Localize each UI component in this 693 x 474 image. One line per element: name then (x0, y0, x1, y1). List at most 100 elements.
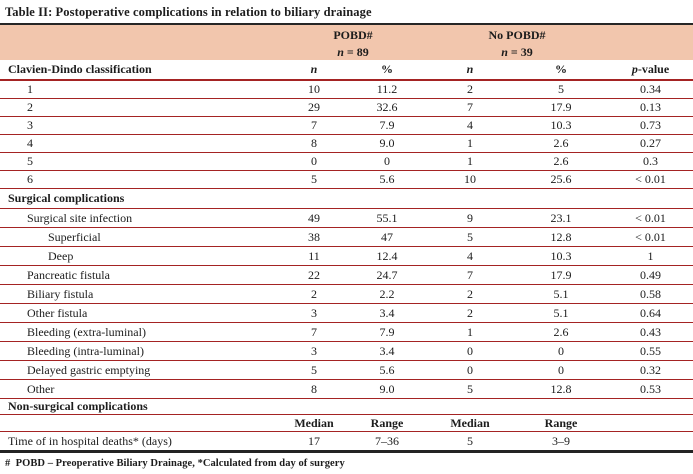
cell-range-pobd: 7–36 (348, 431, 426, 453)
table-row: 6 5 5.6 10 25.6 < 0.01 (0, 170, 693, 189)
cell-pvalue: 0.27 (608, 134, 693, 153)
row-label: 3 (0, 116, 280, 135)
cell-range-nopobd: 3–9 (514, 431, 608, 453)
cell-n-nopobd: 1 (426, 134, 514, 153)
cell-n-nopobd: 4 (426, 116, 514, 135)
group-nopobd-n: n = 39 (426, 44, 608, 60)
cell-pct-pobd: 0 (348, 152, 426, 171)
cell-n-pobd: 5 (280, 360, 348, 380)
row-label: Deep (0, 246, 280, 266)
row-label: Biliary fistula (0, 284, 280, 304)
cell-n-pobd: 22 (280, 265, 348, 285)
n-value: = 89 (343, 44, 369, 59)
cell-pct-pobd: 5.6 (348, 360, 426, 380)
cell-pvalue: 0.49 (608, 265, 693, 285)
p-value-text: -value (637, 62, 670, 76)
table-row: Deep 11 12.4 4 10.3 1 (0, 246, 693, 266)
cell-pct-pobd: 2.2 (348, 284, 426, 304)
cell-n-nopobd: 2 (426, 284, 514, 304)
cell-pct-nopobd: 5 (514, 80, 608, 99)
cell-n-nopobd: 9 (426, 208, 514, 228)
row-label: 4 (0, 134, 280, 153)
cell-pvalue: 0.73 (608, 116, 693, 135)
cell-pvalue: 0.13 (608, 98, 693, 117)
cell-n-nopobd: 7 (426, 265, 514, 285)
cell-pvalue: < 0.01 (608, 208, 693, 228)
table-footnote: # POBD – Preoperative Biliary Drainage, … (5, 458, 345, 469)
row-label: 1 (0, 80, 280, 99)
n-value: = 39 (507, 44, 533, 59)
table-row: Pancreatic fistula 22 24.7 7 17.9 0.49 (0, 265, 693, 285)
cell-n-pobd: 7 (280, 322, 348, 342)
group-pobd-label: POBD# (280, 25, 426, 44)
cell-n-pobd: 7 (280, 116, 348, 135)
cell-pct-nopobd: 0 (514, 360, 608, 380)
group-header-row: POBD# No POBD# (0, 25, 693, 44)
cell-pct-pobd: 3.4 (348, 303, 426, 323)
row-label: Bleeding (extra-luminal) (0, 322, 280, 342)
cell-pct-pobd: 7.9 (348, 322, 426, 342)
cell-pct-nopobd: 5.1 (514, 284, 608, 304)
group-n-row: n = 89 n = 39 (0, 44, 693, 60)
row-label: 6 (0, 170, 280, 189)
table-row: Time of in hospital deaths* (days) 17 7–… (0, 431, 693, 453)
col-header-pvalue: p-value (608, 60, 693, 81)
cell-n-nopobd: 5 (426, 379, 514, 399)
cell-n-pobd: 29 (280, 98, 348, 117)
row-label: Pancreatic fistula (0, 265, 280, 285)
cell-n-pobd: 5 (280, 170, 348, 189)
cell-pvalue: 0.64 (608, 303, 693, 323)
cell-n-nopobd: 2 (426, 80, 514, 99)
table-row: Bleeding (intra-luminal) 3 3.4 0 0 0.55 (0, 341, 693, 361)
row-label: 5 (0, 152, 280, 171)
section-surgical-header: Surgical complications (0, 188, 693, 209)
cell-n-pobd: 38 (280, 227, 348, 247)
col-header-median-pobd: Median (280, 414, 348, 432)
table-row: 1 10 11.2 2 5 0.34 (0, 80, 693, 99)
cell-n-pobd: 3 (280, 341, 348, 361)
col-header-pct-pobd: % (348, 60, 426, 81)
cell-n-pobd: 3 (280, 303, 348, 323)
row-label: Time of in hospital deaths* (days) (0, 431, 280, 453)
row-label: Superficial (0, 227, 280, 247)
cell-median-nopobd: 5 (426, 431, 514, 453)
stat-header-row: Median Range Median Range (0, 414, 693, 432)
cell-pvalue-empty (608, 431, 693, 453)
n-symbol: n (310, 62, 318, 76)
row-label: Surgical site infection (0, 208, 280, 228)
cell-pvalue: 0.58 (608, 284, 693, 304)
row-label: Other fistula (0, 303, 280, 323)
row-label: Bleeding (intra-luminal) (0, 341, 280, 361)
cell-n-nopobd: 0 (426, 341, 514, 361)
cell-pct-pobd: 5.6 (348, 170, 426, 189)
cell-n-pobd: 2 (280, 284, 348, 304)
cell-pct-nopobd: 12.8 (514, 379, 608, 399)
cell-pct-nopobd: 10.3 (514, 246, 608, 266)
cell-pct-nopobd: 25.6 (514, 170, 608, 189)
n-symbol: n (501, 44, 508, 59)
cell-n-pobd: 11 (280, 246, 348, 266)
group-nopobd-label: No POBD# (426, 25, 608, 44)
row-label: Delayed gastric emptying (0, 360, 280, 380)
cell-pvalue: 0.43 (608, 322, 693, 342)
band-spacer (608, 25, 693, 44)
complications-table: POBD# No POBD# n = 89 n = 39 Clavien-Din… (0, 25, 693, 453)
band-spacer (0, 25, 280, 44)
table-row: Other 8 9.0 5 12.8 0.53 (0, 379, 693, 399)
table-row: Biliary fistula 2 2.2 2 5.1 0.58 (0, 284, 693, 304)
stat-spacer (0, 414, 280, 432)
cell-n-pobd: 8 (280, 134, 348, 153)
cell-pvalue: 0.34 (608, 80, 693, 99)
cell-pct-nopobd: 2.6 (514, 134, 608, 153)
cell-pct-nopobd: 0 (514, 341, 608, 361)
cell-n-nopobd: 2 (426, 303, 514, 323)
cell-median-pobd: 17 (280, 431, 348, 453)
table-row: Surgical site infection 49 55.1 9 23.1 <… (0, 208, 693, 228)
table-row: 2 29 32.6 7 17.9 0.13 (0, 98, 693, 117)
col-header-n-pobd: n (280, 60, 348, 81)
cell-n-nopobd: 7 (426, 98, 514, 117)
row-label: Other (0, 379, 280, 399)
cell-pvalue: 0.53 (608, 379, 693, 399)
cell-pct-pobd: 24.7 (348, 265, 426, 285)
n-symbol: n (466, 62, 474, 76)
